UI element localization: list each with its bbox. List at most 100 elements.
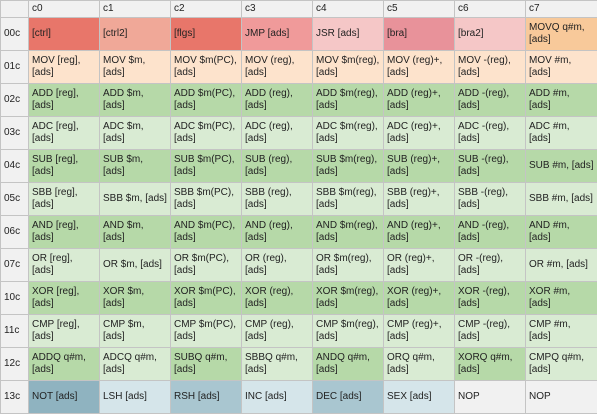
opcode-cell[interactable]: ADC (reg), [ads] (242, 117, 313, 150)
opcode-cell[interactable]: CMP $m(reg), [ads] (313, 315, 384, 348)
opcode-cell[interactable]: ANDQ q#m, [ads] (313, 348, 384, 381)
opcode-cell[interactable]: SEX [ads] (384, 381, 455, 414)
opcode-cell[interactable]: AND (reg), [ads] (242, 216, 313, 249)
opcode-cell[interactable]: [flgs] (171, 18, 242, 51)
opcode-cell[interactable]: SBB #m, [ads] (526, 183, 597, 216)
opcode-cell[interactable]: RSH [ads] (171, 381, 242, 414)
opcode-cell[interactable]: ADD $m(reg), [ads] (313, 84, 384, 117)
row-header-12c[interactable]: 12c (1, 348, 29, 381)
opcode-cell[interactable]: ADDQ q#m, [ads] (29, 348, 100, 381)
opcode-cell[interactable]: ADC #m, [ads] (526, 117, 597, 150)
opcode-cell[interactable]: ADD $m(PC), [ads] (171, 84, 242, 117)
opcode-cell[interactable]: ORQ q#m, [ads] (384, 348, 455, 381)
opcode-cell[interactable]: MOV $m(reg), [ads] (313, 51, 384, 84)
opcode-cell[interactable]: OR -(reg), [ads] (455, 249, 526, 282)
opcode-cell[interactable]: ADC [reg], [ads] (29, 117, 100, 150)
opcode-cell[interactable]: OR $m, [ads] (100, 249, 171, 282)
opcode-cell[interactable]: SUB [reg], [ads] (29, 150, 100, 183)
opcode-cell[interactable]: MOV #m, [ads] (526, 51, 597, 84)
column-header-c0[interactable]: c0 (29, 1, 100, 18)
opcode-cell[interactable]: ADCQ q#m, [ads] (100, 348, 171, 381)
column-header-c6[interactable]: c6 (455, 1, 526, 18)
opcode-cell[interactable]: OR $m(PC), [ads] (171, 249, 242, 282)
opcode-cell[interactable]: XORQ q#m, [ads] (455, 348, 526, 381)
opcode-cell[interactable]: SUBQ q#m, [ads] (171, 348, 242, 381)
opcode-cell[interactable]: XOR $m(PC), [ads] (171, 282, 242, 315)
opcode-cell[interactable]: XOR (reg)+, [ads] (384, 282, 455, 315)
opcode-cell[interactable]: SBBQ q#m, [ads] (242, 348, 313, 381)
opcode-cell[interactable]: OR #m, [ads] (526, 249, 597, 282)
opcode-cell[interactable]: SBB [reg], [ads] (29, 183, 100, 216)
opcode-cell[interactable]: SBB (reg)+, [ads] (384, 183, 455, 216)
opcode-cell[interactable]: AND #m, [ads] (526, 216, 597, 249)
opcode-cell[interactable]: MOV $m(PC), [ads] (171, 51, 242, 84)
column-header-c5[interactable]: c5 (384, 1, 455, 18)
opcode-cell[interactable]: AND -(reg), [ads] (455, 216, 526, 249)
opcode-cell[interactable]: ADD #m, [ads] (526, 84, 597, 117)
opcode-cell[interactable]: SUB $m, [ads] (100, 150, 171, 183)
opcode-cell[interactable]: XOR [reg], [ads] (29, 282, 100, 315)
opcode-cell[interactable]: SBB $m(PC), [ads] (171, 183, 242, 216)
opcode-cell[interactable]: ADC $m(PC), [ads] (171, 117, 242, 150)
opcode-cell[interactable]: MOV [reg], [ads] (29, 51, 100, 84)
opcode-cell[interactable]: XOR -(reg), [ads] (455, 282, 526, 315)
column-header-c2[interactable]: c2 (171, 1, 242, 18)
opcode-cell[interactable]: AND $m(PC), [ads] (171, 216, 242, 249)
opcode-cell[interactable]: ADC $m, [ads] (100, 117, 171, 150)
opcode-cell[interactable]: MOVQ q#m, [ads] (526, 18, 597, 51)
opcode-cell[interactable]: SUB $m(reg), [ads] (313, 150, 384, 183)
opcode-cell[interactable]: AND [reg], [ads] (29, 216, 100, 249)
opcode-cell[interactable]: SBB -(reg), [ads] (455, 183, 526, 216)
opcode-cell[interactable]: INC [ads] (242, 381, 313, 414)
opcode-cell[interactable]: XOR $m(reg), [ads] (313, 282, 384, 315)
row-header-01c[interactable]: 01c (1, 51, 29, 84)
opcode-cell[interactable]: NOP (455, 381, 526, 414)
row-header-05c[interactable]: 05c (1, 183, 29, 216)
opcode-cell[interactable]: ADD [reg], [ads] (29, 84, 100, 117)
opcode-cell[interactable]: MOV (reg), [ads] (242, 51, 313, 84)
opcode-cell[interactable]: SUB (reg), [ads] (242, 150, 313, 183)
opcode-cell[interactable]: DEC [ads] (313, 381, 384, 414)
opcode-cell[interactable]: XOR $m, [ads] (100, 282, 171, 315)
opcode-cell[interactable]: SBB $m, [ads] (100, 183, 171, 216)
opcode-cell[interactable]: JMP [ads] (242, 18, 313, 51)
column-header-c4[interactable]: c4 (313, 1, 384, 18)
opcode-cell[interactable]: MOV -(reg), [ads] (455, 51, 526, 84)
row-header-11c[interactable]: 11c (1, 315, 29, 348)
opcode-cell[interactable]: [bra2] (455, 18, 526, 51)
opcode-cell[interactable]: [ctrl2] (100, 18, 171, 51)
opcode-cell[interactable]: ADC -(reg), [ads] (455, 117, 526, 150)
opcode-cell[interactable]: MOV $m, [ads] (100, 51, 171, 84)
column-header-c3[interactable]: c3 (242, 1, 313, 18)
row-header-02c[interactable]: 02c (1, 84, 29, 117)
opcode-cell[interactable]: CMP (reg)+, [ads] (384, 315, 455, 348)
opcode-cell[interactable]: CMP #m, [ads] (526, 315, 597, 348)
opcode-cell[interactable]: [ctrl] (29, 18, 100, 51)
opcode-cell[interactable]: CMP (reg), [ads] (242, 315, 313, 348)
opcode-cell[interactable]: LSH [ads] (100, 381, 171, 414)
opcode-cell[interactable]: SUB -(reg), [ads] (455, 150, 526, 183)
opcode-cell[interactable]: OR (reg)+, [ads] (384, 249, 455, 282)
opcode-cell[interactable]: SUB #m, [ads] (526, 150, 597, 183)
opcode-cell[interactable]: NOP (526, 381, 597, 414)
opcode-cell[interactable]: CMP $m, [ads] (100, 315, 171, 348)
opcode-cell[interactable]: ADD -(reg), [ads] (455, 84, 526, 117)
opcode-cell[interactable]: CMP -(reg), [ads] (455, 315, 526, 348)
column-header-c1[interactable]: c1 (100, 1, 171, 18)
opcode-cell[interactable]: XOR #m, [ads] (526, 282, 597, 315)
opcode-cell[interactable]: OR [reg], [ads] (29, 249, 100, 282)
opcode-cell[interactable]: ADD $m, [ads] (100, 84, 171, 117)
opcode-cell[interactable]: CMPQ q#m, [ads] (526, 348, 597, 381)
row-header-10c[interactable]: 10c (1, 282, 29, 315)
corner-cell[interactable] (1, 1, 29, 18)
opcode-cell[interactable]: ADC $m(reg), [ads] (313, 117, 384, 150)
row-header-04c[interactable]: 04c (1, 150, 29, 183)
row-header-00c[interactable]: 00c (1, 18, 29, 51)
opcode-cell[interactable]: AND (reg)+, [ads] (384, 216, 455, 249)
opcode-cell[interactable]: CMP $m(PC), [ads] (171, 315, 242, 348)
row-header-13c[interactable]: 13c (1, 381, 29, 414)
row-header-06c[interactable]: 06c (1, 216, 29, 249)
opcode-cell[interactable]: ADD (reg), [ads] (242, 84, 313, 117)
opcode-cell[interactable]: MOV (reg)+, [ads] (384, 51, 455, 84)
opcode-cell[interactable]: SBB (reg), [ads] (242, 183, 313, 216)
